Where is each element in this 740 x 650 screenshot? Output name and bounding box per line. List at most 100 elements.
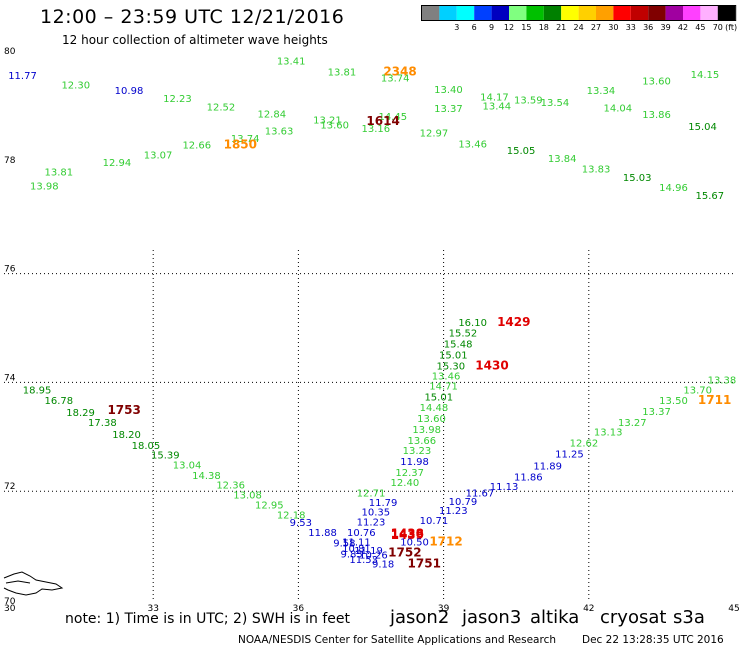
satellite-jason2: jason2	[390, 607, 450, 628]
wave-height-label: 15.48	[444, 340, 473, 351]
wave-height-label: 15.67	[695, 191, 724, 202]
wave-height-label: 13.63	[265, 126, 294, 137]
legend-swatch	[613, 6, 631, 20]
time-label: 1429	[497, 315, 530, 329]
wave-height-label: 13.50	[659, 396, 688, 407]
wave-height-label: 13.70	[683, 385, 712, 396]
wave-height-label: 9.53	[290, 518, 312, 529]
legend-swatch	[596, 6, 614, 20]
legend-swatch	[456, 6, 475, 20]
satellite-cryosat: cryosat	[600, 607, 667, 628]
wave-height-label: 17.38	[88, 418, 117, 429]
lon-tick-label: 39	[438, 604, 450, 614]
wave-height-label: 13.60	[642, 76, 671, 87]
coastline-shape	[3, 571, 64, 596]
time-label: 1751	[408, 556, 441, 570]
wave-height-label: 12.30	[61, 81, 90, 92]
legend-swatch	[543, 6, 562, 20]
wave-height-label: 15.52	[449, 329, 478, 340]
page-title: 12:00 – 23:59 UTC 12/21/2016	[40, 6, 345, 28]
wave-height-label: 13.46	[432, 372, 461, 383]
wave-height-label: 14.17	[480, 93, 509, 104]
time-label: 1753	[107, 403, 140, 417]
wave-height-label: 14.15	[691, 70, 720, 81]
legend-tick-label: 30	[608, 23, 618, 32]
time-label: 1711	[698, 393, 731, 407]
wave-height-label: 13.07	[144, 150, 173, 161]
satellite-s3a: s3a	[673, 607, 705, 628]
wave-height-label: 9.85	[341, 550, 363, 561]
time-label: 1850	[224, 137, 257, 151]
wave-height-label: 13.38	[708, 375, 737, 386]
time-label: 1712	[429, 535, 462, 549]
wave-height-label: 12.40	[391, 478, 420, 489]
wave-height-label: 10.79	[449, 497, 478, 508]
wave-height-label: 14.38	[192, 471, 221, 482]
legend-swatch	[578, 6, 596, 20]
wave-height-label: 11.88	[308, 528, 337, 539]
legend-frame	[421, 5, 737, 21]
coastline	[3, 571, 64, 596]
wave-height-label: 16.10	[458, 318, 487, 329]
wave-height-label: 11.23	[439, 506, 468, 517]
time-label: 1430	[475, 358, 508, 372]
wave-height-label: 13.81	[328, 68, 357, 79]
lat-tick-label: 76	[4, 265, 16, 275]
wave-height-label: 9.18	[372, 559, 394, 570]
wave-height-label: 12.95	[255, 501, 284, 512]
wave-height-label: 12.37	[395, 468, 424, 479]
wave-height-label: 18.95	[23, 385, 52, 396]
legend-swatch	[665, 6, 683, 20]
wave-height-label: 15.30	[437, 361, 466, 372]
wave-height-label: 11.13	[490, 482, 519, 493]
wave-height-label: 12.62	[570, 439, 599, 450]
wave-height-label: 13.74	[231, 134, 260, 145]
wave-height-label: 18.20	[112, 430, 141, 441]
lat-tick-label: 74	[4, 373, 16, 383]
wave-height-label: 13.44	[483, 101, 512, 112]
legend-tick-label: 39	[661, 23, 671, 32]
wave-height-label: 11.11	[342, 538, 371, 549]
legend-tick-label: 15	[521, 23, 531, 32]
wave-height-label: 14.96	[659, 183, 688, 194]
map-grid: 30 33 36 39 42 45 80 78 76 74 72 70	[4, 47, 740, 614]
wave-height-label: 10.76	[347, 528, 376, 539]
time-label: 1614	[366, 114, 399, 128]
lon-tick-label: 45	[728, 604, 739, 614]
wave-height-label: 11.19	[354, 546, 383, 557]
legend-swatch	[509, 6, 527, 20]
wave-height-label: 11.89	[533, 461, 562, 472]
wave-height-label: 12.18	[277, 510, 306, 521]
legend-swatch	[491, 6, 509, 20]
legend-swatch	[561, 6, 579, 20]
wave-height-label: 15.04	[688, 122, 717, 133]
legend-tick-label: 9	[489, 23, 494, 32]
wave-height-label: 10.26	[359, 551, 388, 562]
legend-swatch	[439, 6, 457, 20]
legend-tick-label: 42	[678, 23, 688, 32]
wave-height-label: 15.03	[623, 173, 652, 184]
wave-height-label: 14.71	[429, 381, 458, 392]
legend-swatch	[648, 6, 666, 20]
wave-height-label: 11.77	[8, 71, 37, 82]
lat-tick-label: 72	[4, 482, 15, 492]
time-label: 1752	[388, 545, 421, 559]
wave-height-label: 13.13	[594, 428, 623, 439]
wave-height-label: 16.78	[44, 396, 73, 407]
wave-height-label: 13.86	[642, 110, 671, 121]
wave-height-label: 13.83	[582, 164, 611, 175]
wave-height-label: 13.21	[313, 115, 342, 126]
wave-height-label: 13.66	[407, 436, 436, 447]
wave-height-label: 13.74	[381, 74, 410, 85]
legend-tick-label: 24	[574, 23, 584, 32]
wave-height-label: 9.58	[333, 539, 355, 550]
legend-swatch	[422, 6, 440, 20]
wave-height-label: 14.48	[420, 403, 449, 414]
legend-swatch	[474, 6, 492, 20]
lat-tick-label: 80	[4, 47, 16, 57]
wave-height-label: 13.60	[417, 414, 446, 425]
legend-tick-label: 21	[556, 23, 566, 32]
render-timestamp: Dec 22 13:28:35 UTC 2016	[582, 634, 724, 646]
wave-height-label: 12.71	[357, 489, 386, 500]
